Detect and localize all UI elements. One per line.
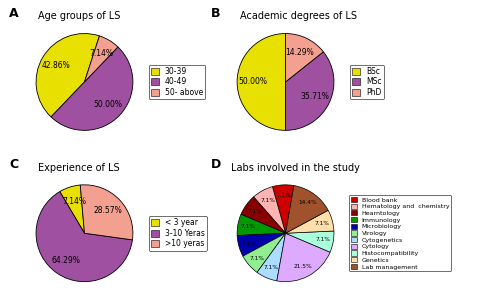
Text: 7.1%: 7.1% — [260, 198, 275, 203]
Wedge shape — [254, 187, 286, 233]
Text: 21.5%: 21.5% — [294, 264, 313, 269]
Legend: 30-39, 40-49, 50- above: 30-39, 40-49, 50- above — [149, 65, 206, 99]
Text: Academic degrees of LS: Academic degrees of LS — [240, 11, 356, 21]
Wedge shape — [36, 34, 100, 117]
Wedge shape — [272, 185, 294, 233]
Wedge shape — [36, 192, 132, 282]
Text: B: B — [210, 7, 220, 20]
Text: 7.1%: 7.1% — [276, 193, 291, 198]
Text: 7.1%: 7.1% — [250, 256, 264, 261]
Text: 50.00%: 50.00% — [94, 100, 123, 109]
Wedge shape — [80, 185, 133, 240]
Legend: Blood bank, Hematology and  chemistry, Hearntology, Immunology, Microbiology, Vi: Blood bank, Hematology and chemistry, He… — [349, 195, 451, 271]
Text: 14.29%: 14.29% — [286, 48, 314, 57]
Wedge shape — [286, 231, 334, 252]
Wedge shape — [60, 185, 84, 233]
Wedge shape — [286, 34, 324, 82]
Wedge shape — [237, 233, 286, 256]
Text: Labs involved in the study: Labs involved in the study — [231, 163, 360, 173]
Text: 7.1%: 7.1% — [248, 209, 262, 214]
Wedge shape — [286, 185, 328, 233]
Wedge shape — [241, 197, 286, 233]
Text: 64.29%: 64.29% — [52, 256, 80, 265]
Text: 7.14%: 7.14% — [90, 49, 114, 58]
Text: A: A — [10, 7, 19, 20]
Text: 35.71%: 35.71% — [301, 92, 330, 101]
Text: 42.86%: 42.86% — [42, 61, 70, 69]
Wedge shape — [237, 214, 286, 236]
Wedge shape — [243, 233, 286, 272]
Text: Age groups of LS: Age groups of LS — [38, 11, 121, 21]
Wedge shape — [237, 34, 286, 130]
Wedge shape — [257, 233, 286, 281]
Text: 7.14%: 7.14% — [62, 197, 86, 207]
Wedge shape — [277, 233, 330, 282]
Text: Experience of LS: Experience of LS — [38, 163, 120, 173]
Legend: BSc, MSc, PhD: BSc, MSc, PhD — [350, 65, 384, 99]
Text: 7.1%: 7.1% — [242, 241, 256, 246]
Text: 7.1%: 7.1% — [315, 237, 330, 242]
Text: D: D — [210, 158, 220, 171]
Wedge shape — [84, 36, 118, 82]
Wedge shape — [286, 52, 334, 130]
Text: C: C — [10, 158, 18, 171]
Text: 28.57%: 28.57% — [94, 206, 122, 215]
Text: 14.4%: 14.4% — [298, 200, 317, 205]
Wedge shape — [51, 47, 133, 130]
Text: 7.1%: 7.1% — [241, 224, 256, 229]
Text: 7.1%: 7.1% — [263, 265, 278, 271]
Text: 50.00%: 50.00% — [238, 77, 267, 86]
Text: 7.1%: 7.1% — [314, 221, 330, 226]
Legend: < 3 year, 3-10 Yeras, >10 yeras: < 3 year, 3-10 Yeras, >10 yeras — [149, 216, 207, 251]
Wedge shape — [286, 210, 334, 233]
